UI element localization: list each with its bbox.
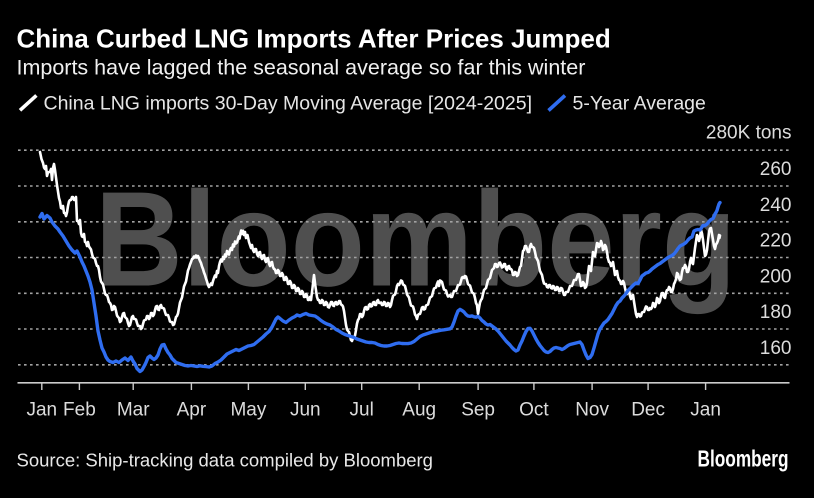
svg-text:Jan: Jan [26,400,57,421]
svg-text:Feb: Feb [63,400,96,421]
svg-text:240: 240 [760,195,792,216]
svg-text:5-Year Average: 5-Year Average [573,93,706,115]
svg-text:280K tons: 280K tons [706,123,792,144]
svg-text:Imports have lagged the season: Imports have lagged the seasonal average… [17,56,586,80]
svg-text:Dec: Dec [631,400,665,421]
svg-text:Bloomberg: Bloomberg [95,165,736,315]
svg-text:May: May [230,400,266,421]
svg-text:Oct: Oct [519,400,549,421]
svg-text:Jul: Jul [350,400,374,421]
svg-text:200: 200 [760,266,792,287]
svg-text:Mar: Mar [117,400,150,421]
svg-text:160: 160 [760,338,792,359]
svg-text:Sep: Sep [461,400,495,421]
svg-text:Jan: Jan [690,400,721,421]
svg-text:220: 220 [760,231,792,252]
svg-text:Bloomberg: Bloomberg [698,447,789,472]
svg-text:260: 260 [760,159,792,180]
svg-text:Apr: Apr [177,400,207,421]
svg-text:Aug: Aug [402,400,436,421]
svg-text:Nov: Nov [575,400,609,421]
svg-text:Source: Ship-tracking data com: Source: Ship-tracking data compiled by B… [17,450,433,471]
svg-text:China Curbed LNG Imports After: China Curbed LNG Imports After Prices Ju… [17,24,611,54]
svg-text:China LNG imports 30-Day Movin: China LNG imports 30-Day Moving Average … [44,93,533,115]
svg-text:Jun: Jun [290,400,321,421]
svg-text:180: 180 [760,302,792,323]
